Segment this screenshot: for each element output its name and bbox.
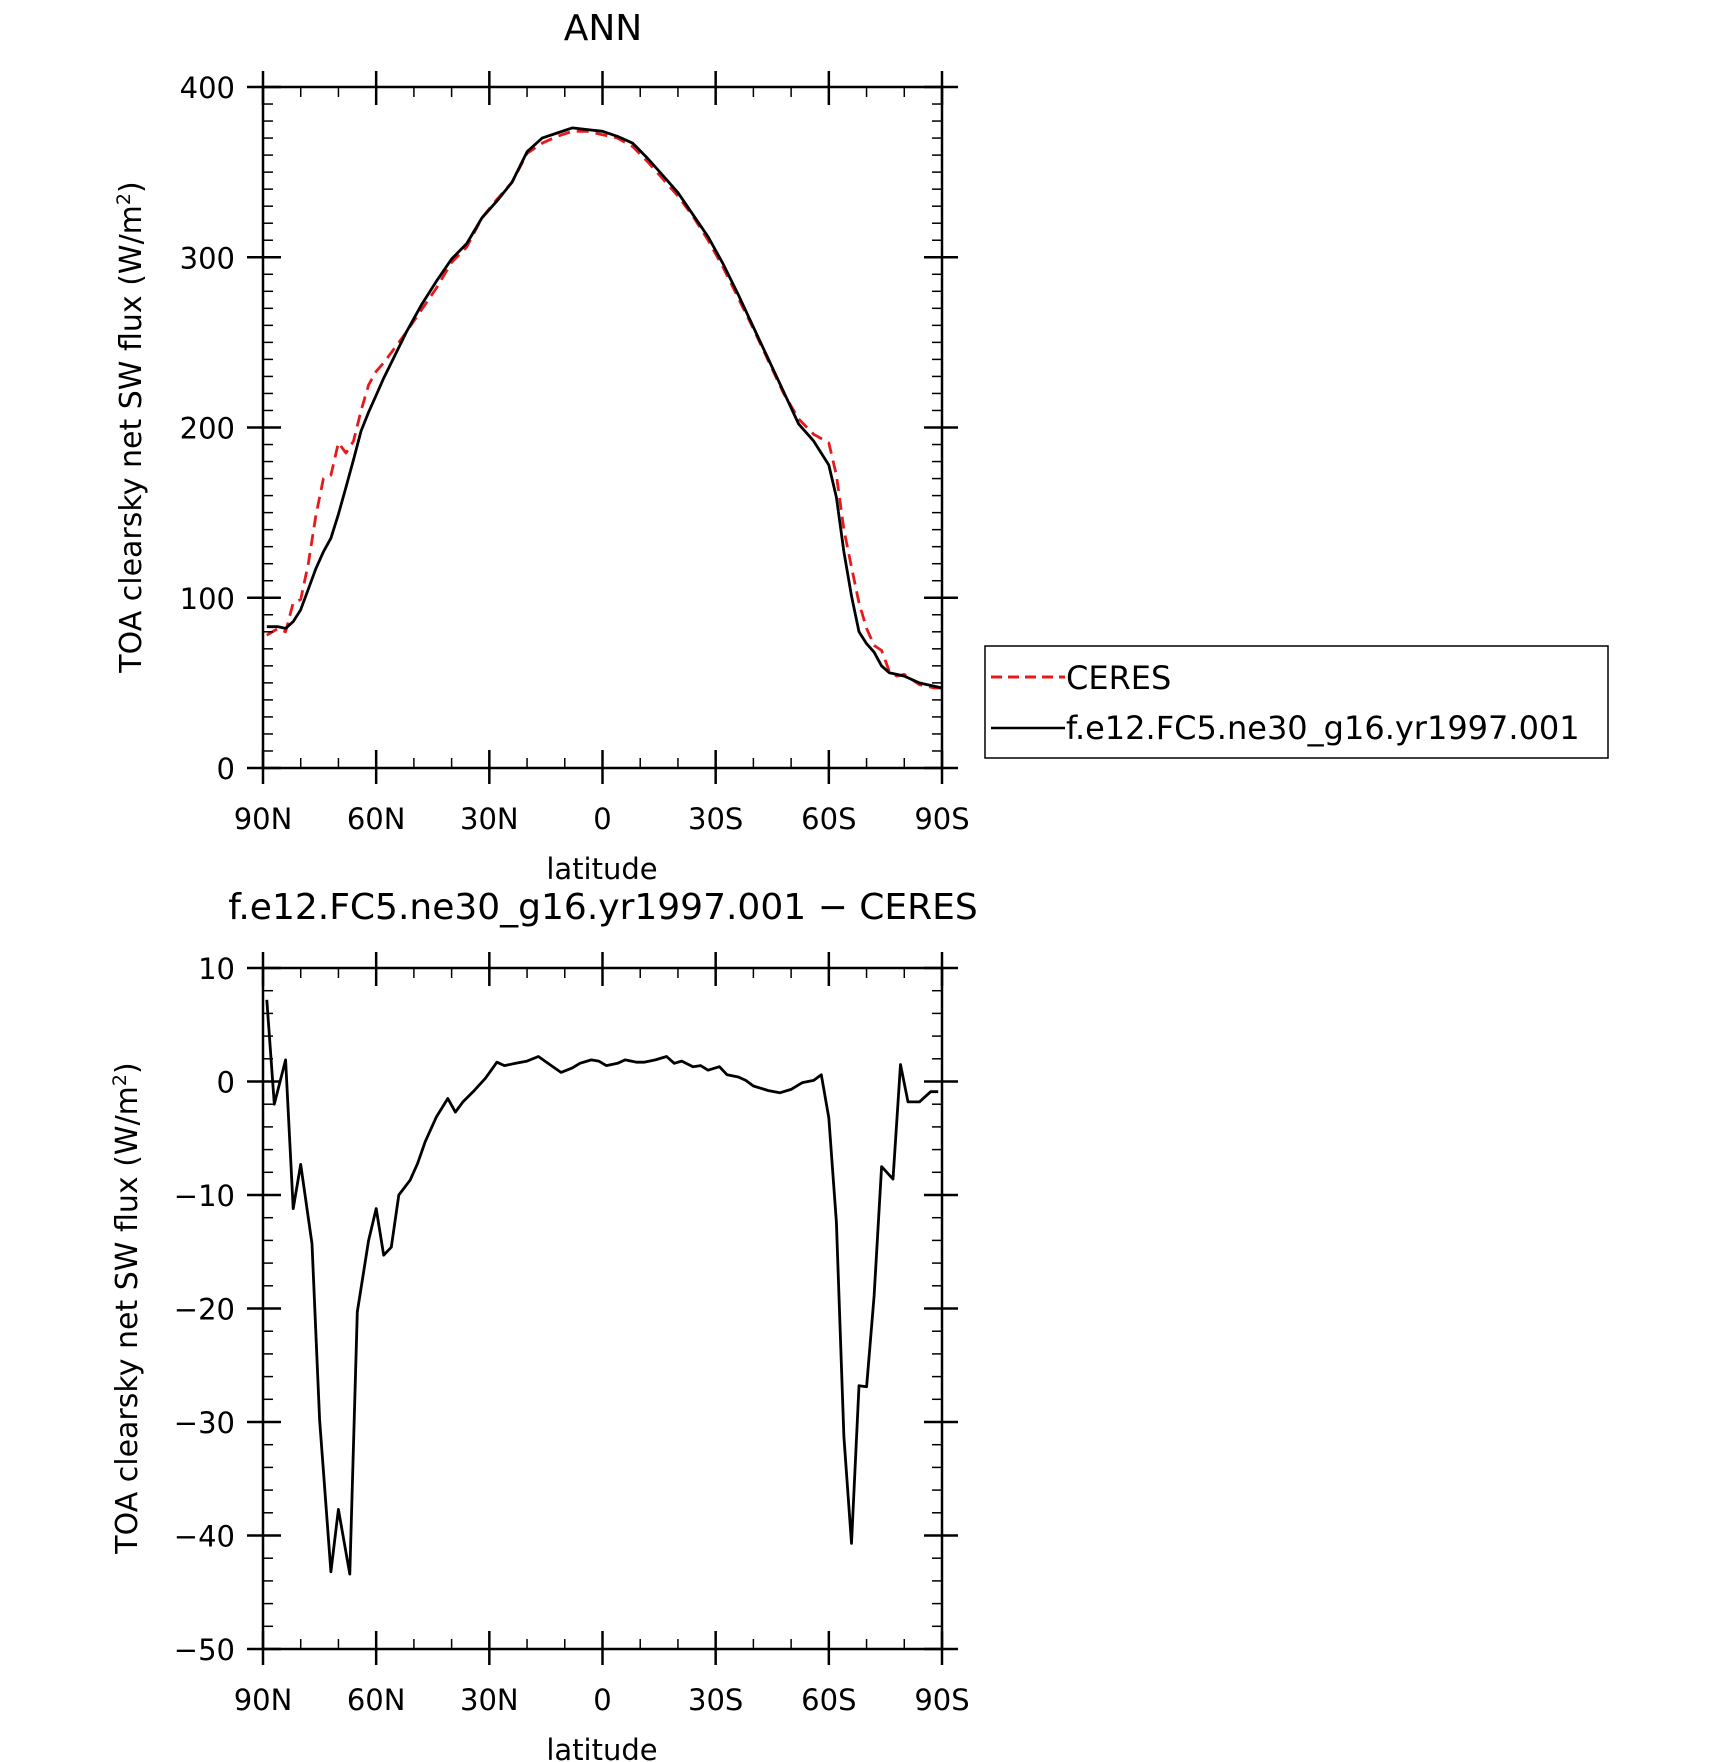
bottom-y-tick-label: 0 [217,1066,235,1100]
bottom-y-tick-label: −10 [174,1179,235,1213]
bottom-y-tick-label: −40 [174,1520,235,1554]
bottom-y-tick-label: −30 [174,1406,235,1440]
bottom-chart-title: f.e12.FC5.ne30_g16.yr1997.001 − CERES [228,887,977,928]
top-x-axis-label: latitude [546,852,657,886]
top-series-line-f-e12-fc5-ne30-g16-yr1997-001 [266,126,943,690]
bottom-x-tick-label: 0 [593,1683,611,1717]
top-x-tick-label: 30N [460,802,519,836]
top-y-axis-label: TOA clearsky net SW flux (W/m2) [113,181,149,673]
top-panel: ANN 0 100 200 300 400 90N 60N 30N 0 30S 60S 90S lat… [113,8,970,886]
top-x-tick-label: 90S [914,802,969,836]
legend-label-model: f.e12.FC5.ne30_g16.yr1997.001 [1066,709,1580,747]
bottom-x-tick-label: 30S [688,1683,743,1717]
top-chart-title: ANN [564,8,643,49]
legend-label-ceres: CERES [1066,659,1171,697]
bottom-y-tick-label: −20 [174,1293,235,1327]
bottom-series-line-difference [265,999,939,1576]
top-x-tick-label: 60S [801,802,856,836]
bottom-x-tick-label: 60S [801,1683,856,1717]
legend-box [984,645,1609,759]
top-x-tick-label: 90N [234,802,293,836]
bottom-y-tick-label: −50 [174,1633,235,1667]
top-y-tick-label: 200 [180,412,235,446]
bottom-y-tick-label: 10 [198,952,235,986]
top-y-tick-label: 400 [180,71,235,105]
top-x-tick-label: 60N [347,802,406,836]
top-series-line-ceres [266,129,942,690]
top-y-tick-label: 300 [180,241,235,275]
bottom-x-tick-label: 90N [234,1683,293,1717]
top-y-tick-label: 0 [217,752,235,786]
bottom-x-axis-label: latitude [546,1733,657,1762]
top-plot-frame [261,85,944,770]
bottom-panel: f.e12.FC5.ne30_g16.yr1997.001 − CERES 10… [109,887,978,1762]
top-x-tick-label: 30S [688,802,743,836]
bottom-x-tick-label: 30N [460,1683,519,1717]
bottom-x-tick-label: 60N [347,1683,406,1717]
top-x-tick-label: 0 [593,802,611,836]
legend: CERES f.e12.FC5.ne30_g16.yr1997.001 [984,645,1609,759]
bottom-y-axis-label: TOA clearsky net SW flux (W/m2) [109,1062,145,1554]
top-y-tick-label: 100 [180,582,235,616]
bottom-x-tick-label: 90S [914,1683,969,1717]
